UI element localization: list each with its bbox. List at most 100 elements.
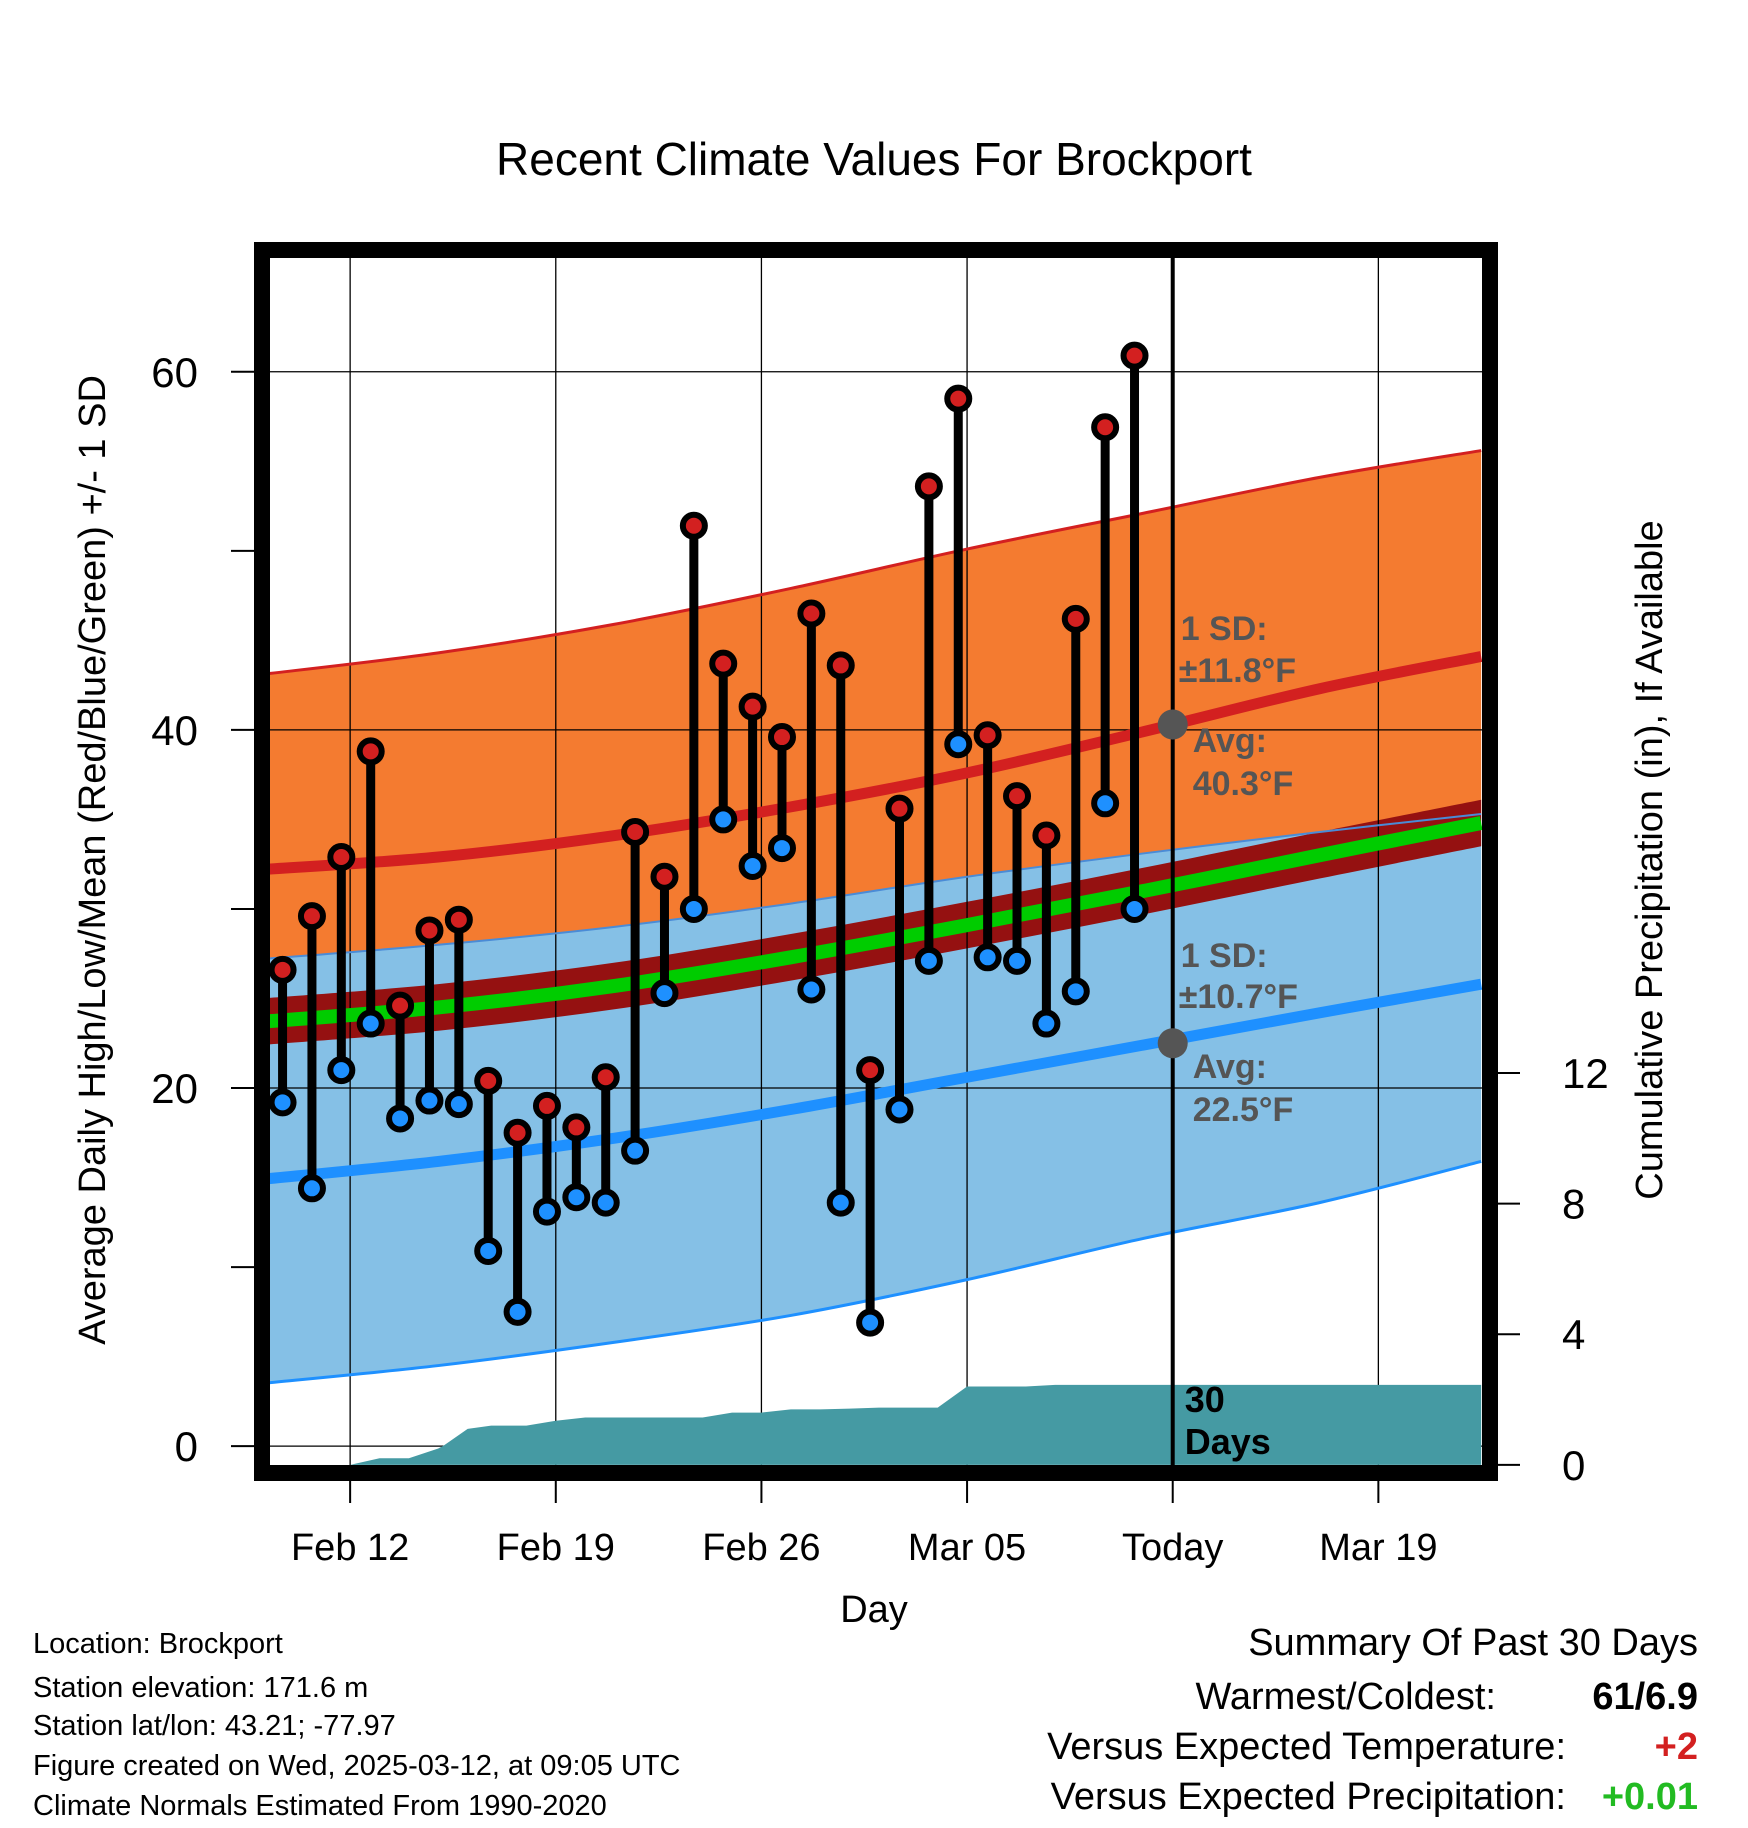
summary-warmest-value: 61/6.9 bbox=[1592, 1676, 1698, 1718]
high-point bbox=[268, 955, 297, 984]
high-avg-marker bbox=[1157, 709, 1188, 740]
y2-tick-label: 0 bbox=[1562, 1442, 1585, 1489]
high-point bbox=[650, 862, 679, 891]
plot-frame bbox=[254, 242, 1498, 1481]
high-point bbox=[738, 692, 767, 721]
high-point bbox=[503, 1118, 532, 1147]
high-point bbox=[1003, 782, 1032, 811]
low-point bbox=[591, 1188, 620, 1217]
high-upper-line bbox=[262, 449, 1482, 676]
footer-normals: Climate Normals Estimated From 1990-2020 bbox=[33, 1790, 607, 1822]
low-point bbox=[1120, 894, 1149, 923]
high-point bbox=[1120, 341, 1149, 370]
footer-latlon: Station lat/lon: 43.21; -77.97 bbox=[33, 1710, 396, 1742]
low-point bbox=[444, 1090, 473, 1119]
x-tick-label: Feb 26 bbox=[702, 1527, 820, 1569]
high-mean-line bbox=[262, 651, 1483, 876]
low-point bbox=[297, 1174, 326, 1203]
high-point bbox=[1032, 821, 1061, 850]
y-tick-label: 60 bbox=[151, 349, 198, 396]
summary-precip-label: Versus Expected Precipitation: bbox=[1050, 1776, 1566, 1818]
today-window-label: 30 Days bbox=[1185, 1379, 1271, 1462]
y-tick-label: 40 bbox=[151, 707, 198, 754]
high-point bbox=[621, 817, 650, 846]
low-point bbox=[268, 1088, 297, 1117]
high-avg-value: 40.3°F bbox=[1193, 765, 1294, 803]
footer-elevation: Station elevation: 171.6 m bbox=[33, 1672, 369, 1704]
y2-axis-label: Cumulative Precipitation (in), If Availa… bbox=[1629, 520, 1671, 1199]
high-point bbox=[709, 649, 738, 678]
high-avg-label: Avg: bbox=[1193, 722, 1267, 760]
summary-temp-value: +2 bbox=[1654, 1726, 1698, 1768]
x-tick-label: Mar 05 bbox=[908, 1527, 1026, 1569]
summary-temp-label: Versus Expected Temperature: bbox=[1047, 1726, 1566, 1768]
high-point bbox=[591, 1063, 620, 1092]
y-tick-label: 20 bbox=[151, 1065, 198, 1112]
high-point bbox=[415, 916, 444, 945]
low-point bbox=[386, 1104, 415, 1133]
y-axis-label: Average Daily High/Low/Mean (Red/Blue/Gr… bbox=[72, 375, 114, 1345]
low-point bbox=[767, 834, 796, 863]
low-point bbox=[327, 1056, 356, 1085]
high-point bbox=[386, 991, 415, 1020]
low-point bbox=[503, 1297, 532, 1326]
x-tick-label: Feb 19 bbox=[497, 1527, 615, 1569]
low-point bbox=[797, 975, 826, 1004]
high-point bbox=[356, 737, 385, 766]
high-point bbox=[973, 721, 1002, 750]
precip-area bbox=[350, 1384, 1482, 1465]
high-point bbox=[297, 902, 326, 931]
low-point bbox=[1061, 977, 1090, 1006]
low-sd-label: 1 SD: bbox=[1181, 937, 1268, 975]
low-point bbox=[856, 1308, 885, 1337]
high-point bbox=[885, 794, 914, 823]
x-axis-label: Day bbox=[840, 1589, 908, 1631]
low-point bbox=[1003, 946, 1032, 975]
y2-tick-label: 4 bbox=[1562, 1311, 1585, 1358]
low-point bbox=[532, 1197, 561, 1226]
low-point bbox=[415, 1086, 444, 1115]
high-point bbox=[1061, 604, 1090, 633]
low-avg-marker bbox=[1157, 1028, 1188, 1059]
high-sd-band bbox=[262, 450, 1482, 960]
summary-warmest-label: Warmest/Coldest: bbox=[1195, 1676, 1496, 1718]
footer-location: Location: Brockport bbox=[33, 1628, 283, 1660]
low-point bbox=[885, 1095, 914, 1124]
high-point bbox=[1091, 413, 1120, 442]
x-tick-label: Today bbox=[1122, 1527, 1223, 1569]
x-tick-label: Feb 12 bbox=[291, 1527, 409, 1569]
y2-tick-label: 12 bbox=[1562, 1050, 1609, 1097]
low-avg-label: Avg: bbox=[1193, 1048, 1267, 1086]
low-point bbox=[973, 943, 1002, 972]
high-point bbox=[474, 1066, 503, 1095]
high-point bbox=[444, 905, 473, 934]
summary-title: Summary Of Past 30 Days bbox=[1248, 1622, 1698, 1664]
low-point bbox=[650, 979, 679, 1008]
mean-sd-band bbox=[262, 799, 1482, 1046]
high-point bbox=[532, 1091, 561, 1120]
high-sd-label: 1 SD: bbox=[1181, 610, 1268, 648]
high-point bbox=[826, 651, 855, 680]
high-sd-value: ±11.8°F bbox=[1179, 652, 1296, 690]
low-point bbox=[944, 730, 973, 759]
y2-tick-label: 8 bbox=[1562, 1181, 1585, 1228]
low-point bbox=[826, 1188, 855, 1217]
x-tick-label: Mar 19 bbox=[1319, 1527, 1437, 1569]
high-point bbox=[767, 723, 796, 752]
footer-created: Figure created on Wed, 2025-03-12, at 09… bbox=[33, 1750, 681, 1782]
low-point bbox=[709, 805, 738, 834]
low-point bbox=[356, 1009, 385, 1038]
low-point bbox=[562, 1183, 591, 1212]
y-tick-label: 0 bbox=[175, 1423, 198, 1470]
high-point bbox=[944, 384, 973, 413]
low-point bbox=[621, 1136, 650, 1165]
high-point bbox=[679, 511, 708, 540]
low-point bbox=[679, 894, 708, 923]
low-point bbox=[474, 1236, 503, 1265]
low-point bbox=[1091, 789, 1120, 818]
chart-title: Recent Climate Values For Brockport bbox=[496, 133, 1252, 185]
low-point bbox=[1032, 1009, 1061, 1038]
low-sd-value: ±10.7°F bbox=[1179, 978, 1298, 1016]
high-point bbox=[797, 599, 826, 628]
